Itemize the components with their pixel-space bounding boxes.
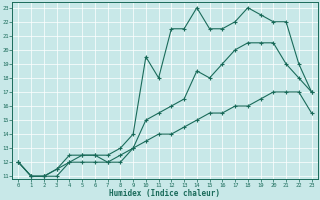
X-axis label: Humidex (Indice chaleur): Humidex (Indice chaleur) xyxy=(109,189,220,198)
